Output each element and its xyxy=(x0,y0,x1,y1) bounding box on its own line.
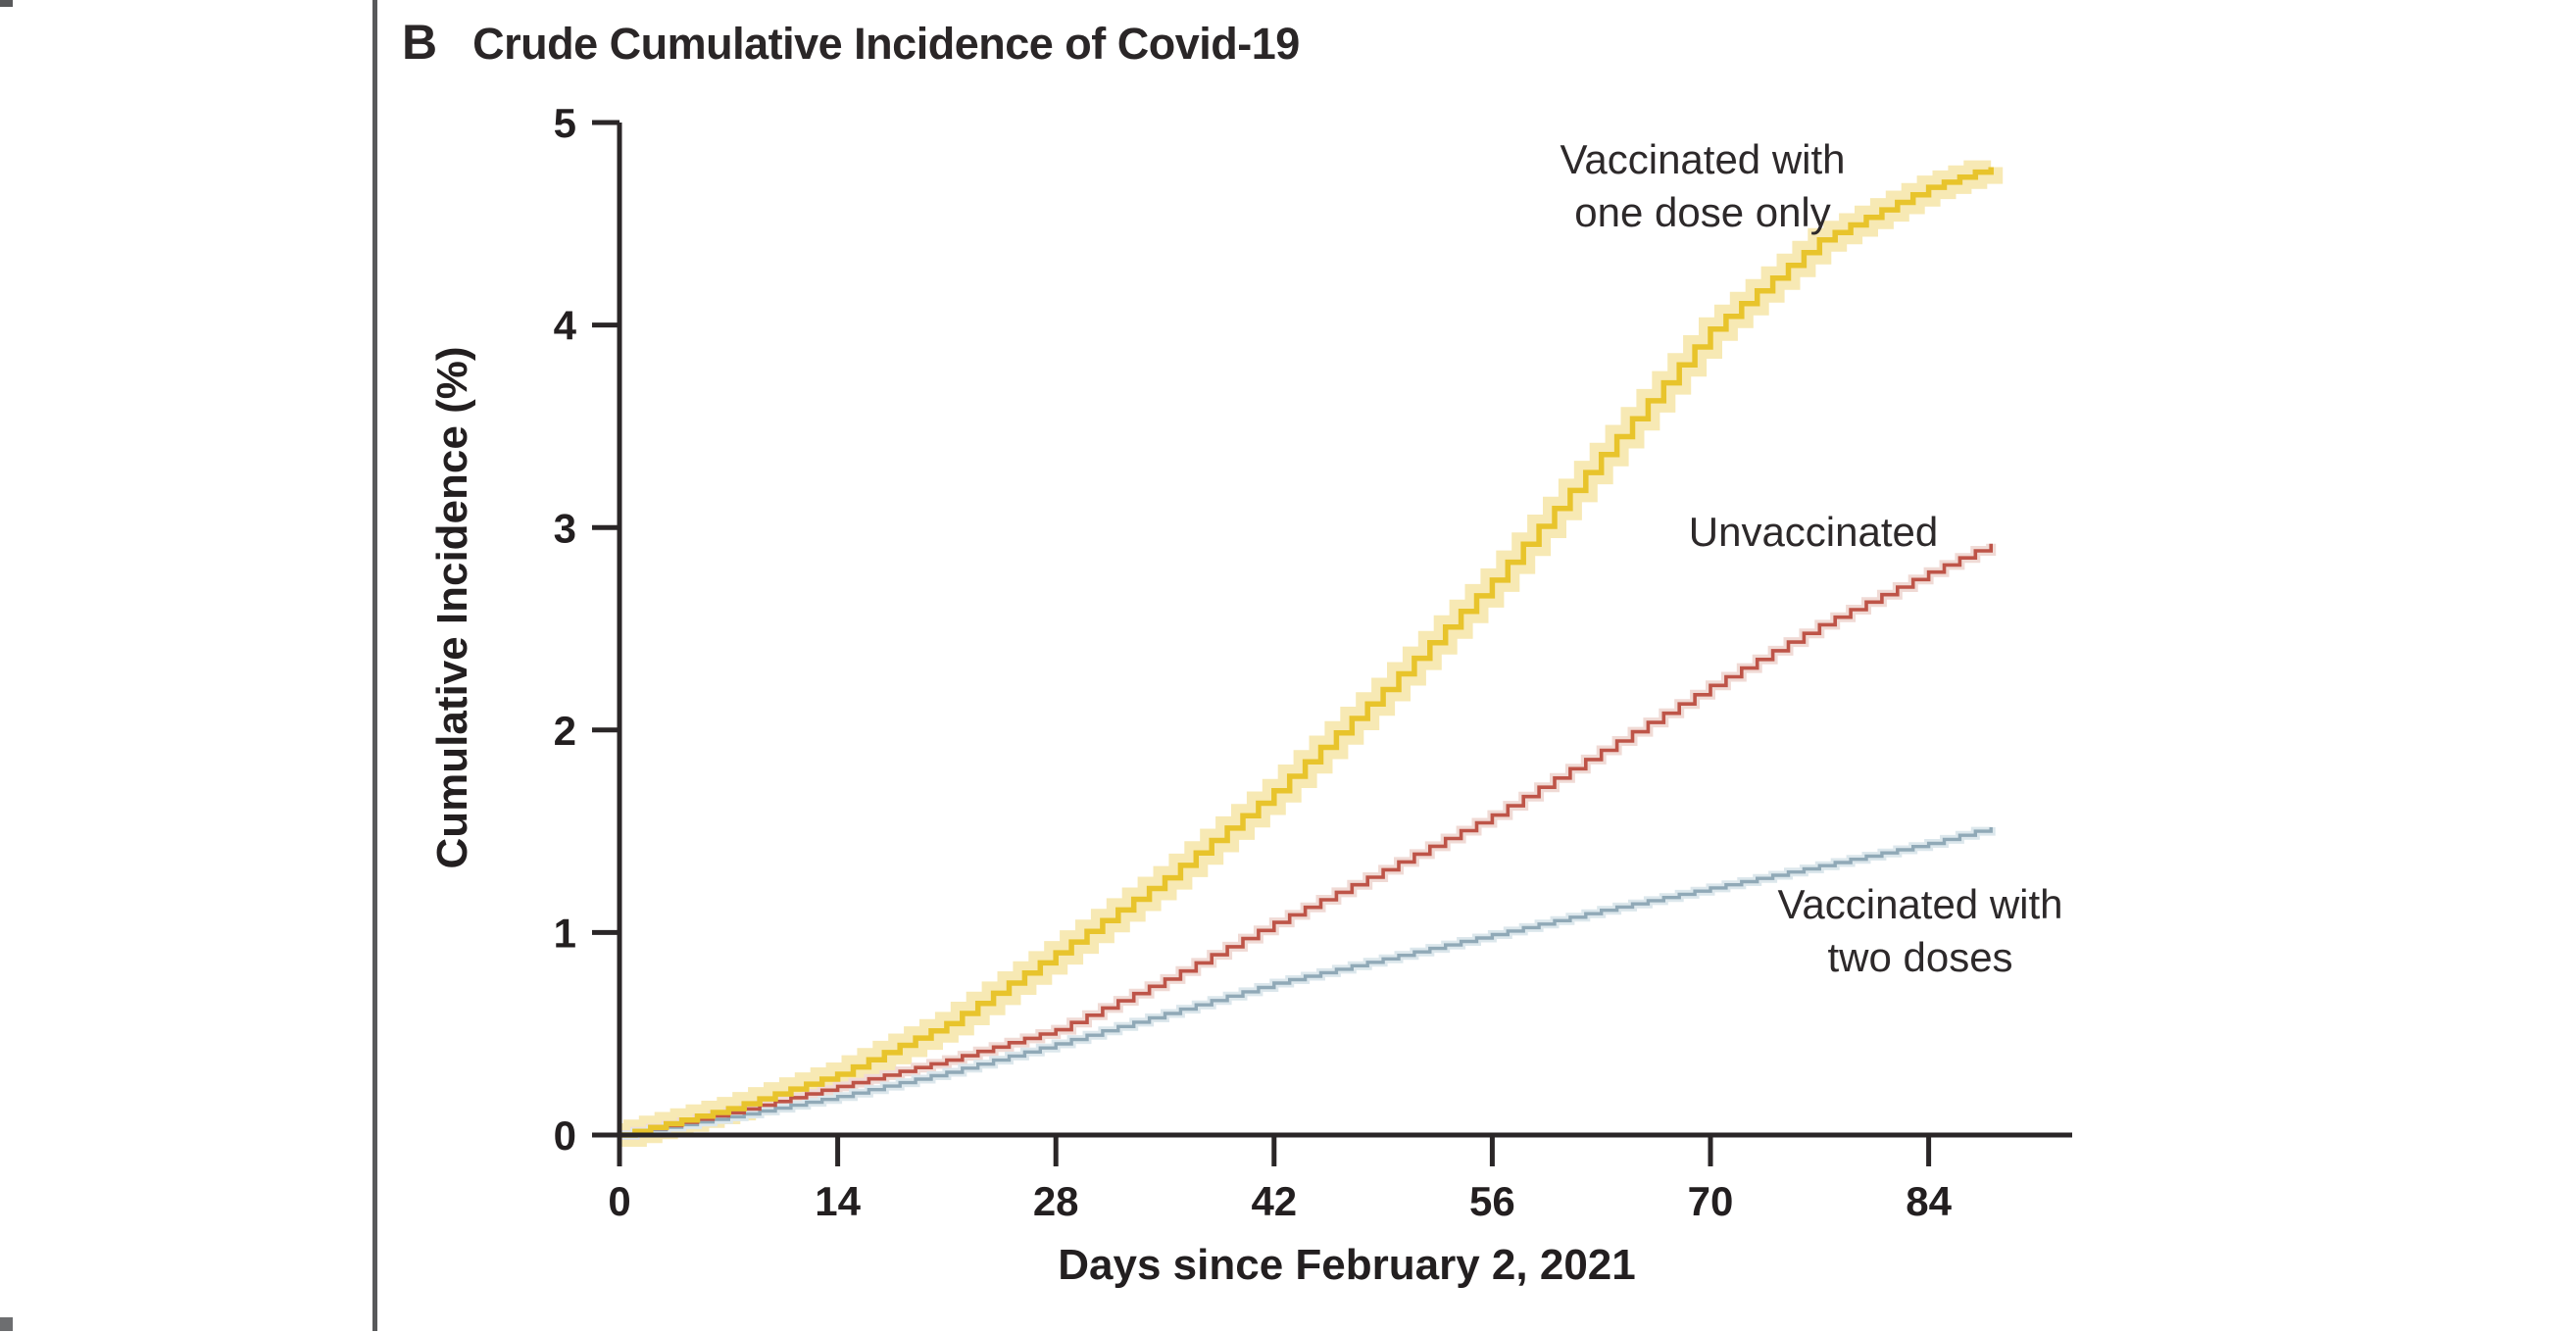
series-label-line: Unvaccinated xyxy=(1688,509,1939,555)
adjacent-panel-fragment-top xyxy=(0,0,13,7)
y-tick-label: 4 xyxy=(554,303,577,349)
x-tick-label: 28 xyxy=(1033,1178,1079,1224)
series-label-line: Vaccinated with xyxy=(1777,881,2063,927)
x-tick-label: 70 xyxy=(1688,1178,1734,1224)
chart-title: Crude Cumulative Incidence of Covid-19 xyxy=(472,19,1300,69)
y-tick-label: 1 xyxy=(554,911,576,957)
series-label-line: Vaccinated with xyxy=(1560,136,1846,182)
adjacent-panel-fragment-bottom xyxy=(0,1317,13,1331)
y-tick-label: 0 xyxy=(554,1112,576,1159)
x-tick-label: 42 xyxy=(1251,1178,1297,1224)
series-label-line: two doses xyxy=(1827,933,2013,980)
y-tick-label: 2 xyxy=(554,708,576,754)
series-line-2 xyxy=(619,827,1993,1137)
panel-divider-line xyxy=(372,0,377,1331)
series-label-unvaccinated: Unvaccinated xyxy=(1689,506,1938,559)
y-tick-label: 5 xyxy=(554,100,576,146)
y-tick-label: 3 xyxy=(554,505,576,551)
series-label-one-dose: Vaccinated with one dose only xyxy=(1560,133,1845,239)
panel-label: B xyxy=(402,15,438,70)
series-line-0 xyxy=(619,167,1994,1138)
panel-title: B Crude Cumulative Incidence of Covid-19 xyxy=(402,14,1300,71)
series-label-line: one dose only xyxy=(1574,188,1831,235)
x-tick-label: 84 xyxy=(1906,1178,1952,1224)
x-tick-label: 56 xyxy=(1469,1178,1515,1224)
x-tick-label: 0 xyxy=(608,1178,630,1224)
series-label-two-doses: Vaccinated with two doses xyxy=(1777,878,2062,984)
confidence-band-1 xyxy=(619,543,1997,1140)
series-line-1 xyxy=(619,543,1993,1137)
x-axis-title: Days since February 2, 2021 xyxy=(1058,1241,1636,1289)
x-tick-label: 14 xyxy=(815,1178,861,1224)
